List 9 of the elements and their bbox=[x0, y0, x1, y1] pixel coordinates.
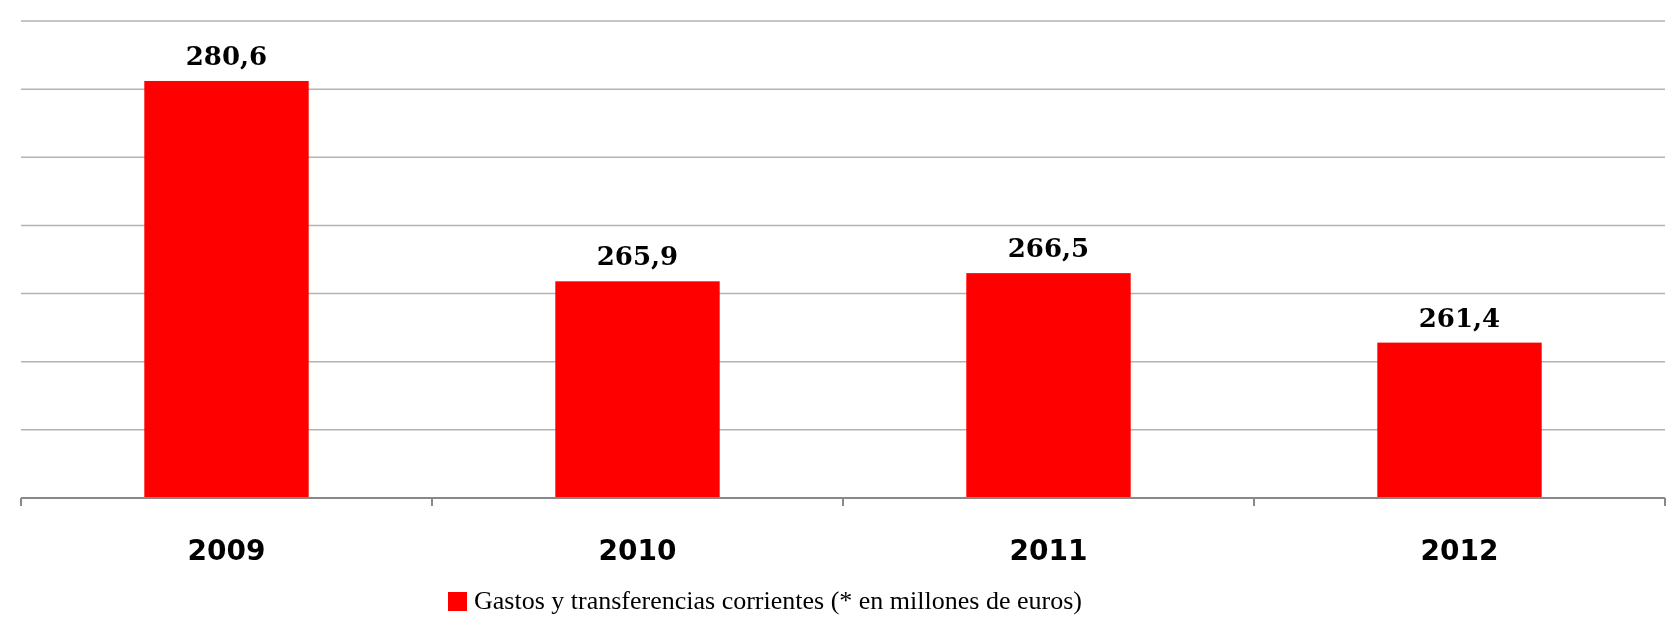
legend-label: Gastos y transferencias corrientes (* en millones de euros) bbox=[474, 586, 1082, 615]
x-tick-label: 2012 bbox=[1420, 534, 1499, 567]
x-tick-label: 2009 bbox=[187, 534, 266, 567]
data-label: 280,6 bbox=[185, 40, 268, 71]
x-tick-label: 2010 bbox=[598, 534, 677, 567]
data-label: 261,4 bbox=[1418, 302, 1501, 333]
x-tick-label: 2011 bbox=[1009, 534, 1088, 567]
data-label: 265,9 bbox=[596, 241, 679, 272]
data-label: 266,5 bbox=[1007, 233, 1090, 264]
